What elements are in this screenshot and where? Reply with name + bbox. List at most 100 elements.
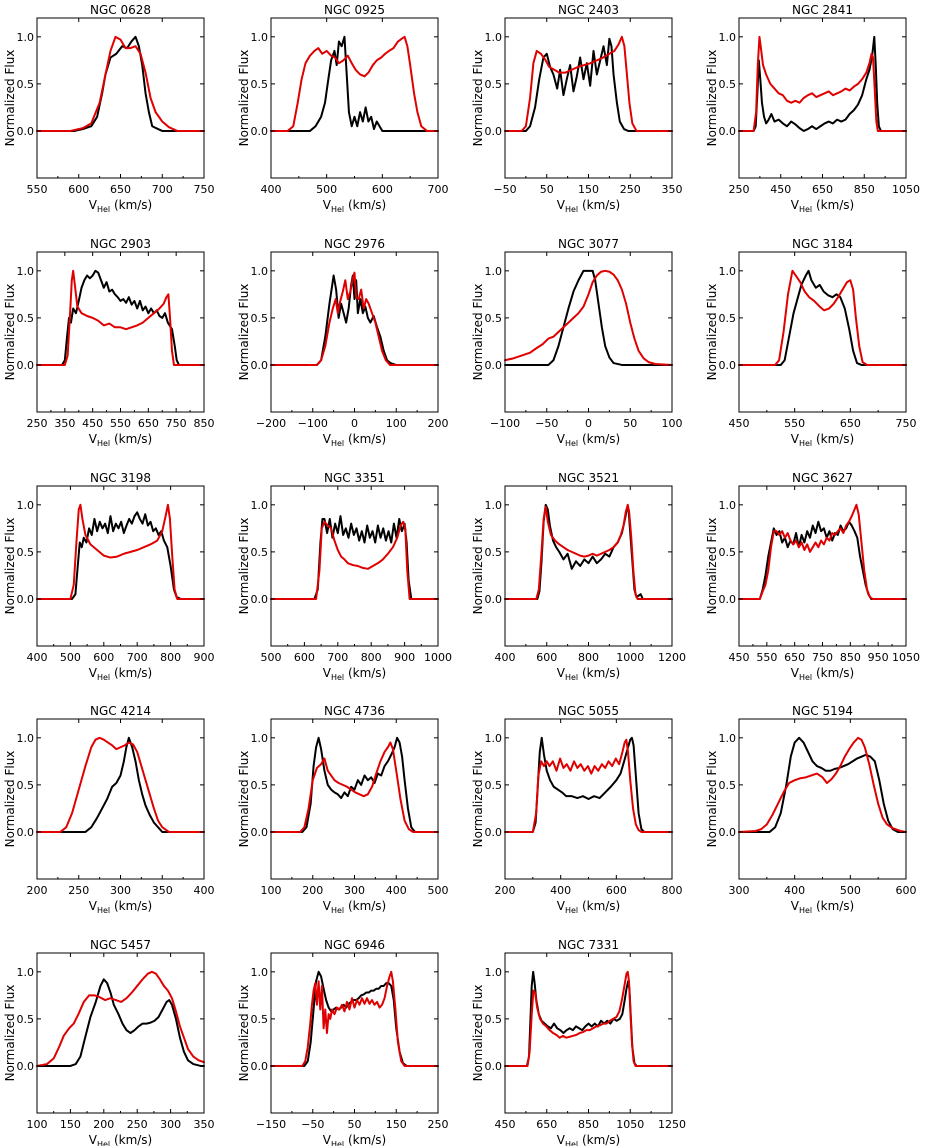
x-tick-label: 500	[60, 651, 81, 664]
x-tick-label: 1200	[658, 651, 686, 664]
x-tick-label: 600	[372, 183, 393, 196]
series-line-red	[270, 271, 439, 366]
y-tick-label: 0.0	[17, 359, 35, 372]
panel-ngc-3521: NGC 3521 400 600 800 1000 1200 0.0 0.5 1.0Normal…	[471, 471, 686, 682]
y-tick-label: 0.0	[17, 826, 35, 839]
x-tick-label: 150	[60, 1118, 81, 1131]
y-tick-label: 0.5	[251, 312, 269, 325]
x-axis-label-sub: Hel	[331, 205, 344, 214]
x-tick-label: 400	[261, 183, 282, 196]
y-tick-label: 0.5	[17, 312, 35, 325]
series-line-red	[270, 741, 439, 833]
y-tick-label: 0.0	[485, 359, 503, 372]
panel-title: NGC 2403	[558, 3, 619, 17]
x-tick-label: 250	[428, 1118, 449, 1131]
x-axis-label-sub: Hel	[97, 906, 110, 915]
y-tick-label: 0.5	[17, 78, 35, 91]
x-tick-label: 800	[160, 651, 181, 664]
x-axis-label: VHel (km/s)	[89, 899, 153, 915]
x-tick-label: 300	[344, 884, 365, 897]
panel-title: NGC 3198	[90, 471, 151, 485]
y-axis-label: Normalized Flux	[471, 284, 485, 381]
y-tick-label: 0.0	[719, 359, 737, 372]
y-tick-label: 1.0	[251, 732, 269, 745]
x-tick-label: 200	[93, 1118, 114, 1131]
x-tick-label: 550	[784, 417, 805, 430]
x-tick-label: 350	[662, 183, 683, 196]
y-tick-label: 0.5	[485, 78, 503, 91]
x-tick-label: 600	[536, 651, 557, 664]
series-line-red	[36, 269, 205, 366]
y-tick-label: 1.0	[485, 265, 503, 278]
panel-title: NGC 4214	[90, 704, 151, 718]
x-tick-label: 100	[261, 884, 282, 897]
x-tick-label: 250	[729, 183, 750, 196]
x-axis-label-main: V	[557, 1133, 566, 1146]
series-line-red	[504, 269, 673, 366]
series-line-red	[738, 35, 907, 132]
series-line-black	[36, 978, 205, 1067]
x-tick-label: 200	[27, 884, 48, 897]
panel-ngc-2976: NGC 2976 −200 −100 0 100 200 0.0 0.5 1.0Normaliz…	[237, 237, 449, 448]
panel-ngc-0925: NGC 0925 400 500 600 700 0.0 0.5 1.0Normalized …	[237, 3, 449, 214]
y-tick-label: 0.0	[251, 593, 269, 606]
x-tick-label: −100	[298, 417, 328, 430]
x-axis-label-sub: Hel	[799, 205, 812, 214]
x-axis-label-units: (km/s)	[110, 899, 152, 913]
x-tick-label: 600	[606, 884, 627, 897]
x-tick-label: 350	[152, 884, 173, 897]
series-line-black	[738, 520, 907, 600]
x-axis-label: VHel (km/s)	[89, 198, 153, 214]
y-tick-label: 0.0	[251, 125, 269, 138]
x-axis-label-units: (km/s)	[578, 1133, 620, 1146]
x-axis-label: VHel (km/s)	[791, 666, 855, 682]
y-axis-label: Normalized Flux	[471, 50, 485, 147]
x-axis-label-units: (km/s)	[344, 432, 386, 446]
x-axis-label: VHel (km/s)	[557, 198, 621, 214]
x-tick-label: 450	[770, 183, 791, 196]
plot-frame	[270, 952, 439, 1114]
x-axis-label-main: V	[557, 198, 566, 212]
x-axis-label-sub: Hel	[799, 439, 812, 448]
x-tick-label: 750	[194, 183, 215, 196]
x-tick-label: 650	[138, 417, 159, 430]
x-tick-label: −150	[256, 1118, 286, 1131]
x-tick-label: 350	[194, 1118, 215, 1131]
panel-title: NGC 3077	[558, 237, 619, 251]
x-tick-label: 550	[756, 651, 777, 664]
panel-title: NGC 3521	[558, 471, 619, 485]
x-tick-label: 850	[840, 651, 861, 664]
panel-ngc-3351: NGC 3351 500 600 700 800 900 1000 0.0 0.5 1.0Norm…	[237, 471, 452, 682]
y-tick-label: 0.0	[17, 593, 35, 606]
y-axis-label: Normalized Flux	[237, 518, 251, 615]
x-tick-label: 150	[386, 1118, 407, 1131]
x-tick-label: 850	[578, 1118, 599, 1131]
x-tick-label: 150	[578, 183, 599, 196]
x-tick-label: 250	[127, 1118, 148, 1131]
x-axis-label-units: (km/s)	[578, 198, 620, 212]
plot-frame	[270, 718, 439, 880]
y-tick-label: 0.0	[251, 359, 269, 372]
panel-ngc-3184: NGC 3184 450 550 650 750 0.0 0.5 1.0Normalized …	[705, 237, 917, 448]
x-axis-label-units: (km/s)	[812, 666, 854, 680]
x-axis-label-units: (km/s)	[344, 899, 386, 913]
x-tick-label: 200	[495, 884, 516, 897]
x-tick-label: 50	[540, 183, 554, 196]
x-axis-label-main: V	[557, 899, 566, 913]
plot-frame	[738, 251, 907, 413]
x-axis-label-main: V	[791, 666, 800, 680]
y-tick-label: 0.5	[251, 1013, 269, 1026]
x-axis-label-units: (km/s)	[110, 432, 152, 446]
y-tick-label: 0.5	[719, 312, 737, 325]
panel-title: NGC 0925	[324, 3, 385, 17]
y-tick-label: 0.5	[17, 546, 35, 559]
y-tick-label: 0.0	[719, 593, 737, 606]
series-line-black	[738, 736, 907, 833]
series-line-red	[738, 503, 907, 600]
x-tick-label: 600	[68, 183, 89, 196]
y-tick-label: 1.0	[485, 732, 503, 745]
x-tick-label: 800	[361, 651, 382, 664]
x-axis-label: VHel (km/s)	[791, 198, 855, 214]
x-tick-label: 850	[854, 183, 875, 196]
x-axis-label: VHel (km/s)	[89, 666, 153, 682]
